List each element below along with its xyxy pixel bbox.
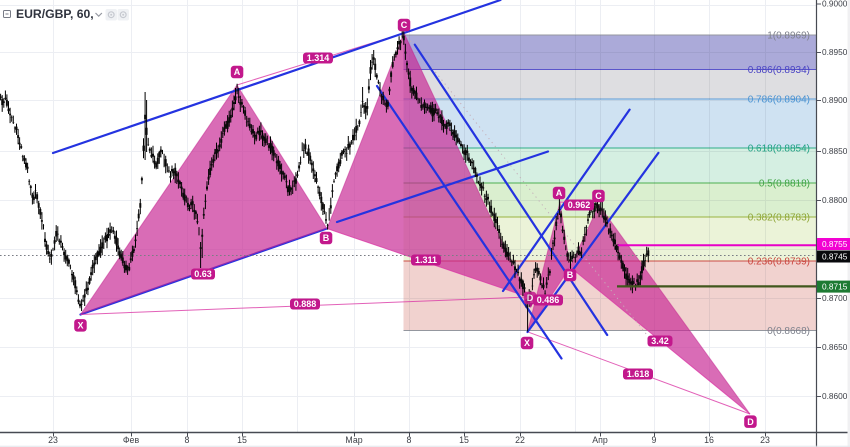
svg-text:EUR/GBP, 60,: EUR/GBP, 60, [16, 7, 94, 21]
svg-text:B: B [567, 270, 574, 280]
svg-text:0.888: 0.888 [294, 299, 317, 309]
svg-text:1.314: 1.314 [307, 53, 330, 63]
svg-text:C: C [401, 20, 408, 30]
svg-text:0.618(0.8854): 0.618(0.8854) [748, 144, 810, 155]
svg-text:8: 8 [407, 435, 412, 445]
svg-text:0.8650: 0.8650 [822, 342, 848, 352]
svg-text:23: 23 [760, 435, 770, 445]
svg-text:0.8715: 0.8715 [822, 282, 848, 292]
svg-text:15: 15 [459, 435, 469, 445]
svg-text:D: D [527, 293, 534, 303]
svg-text:0(0.8668): 0(0.8668) [767, 326, 810, 337]
svg-text:0.8755: 0.8755 [822, 239, 848, 249]
svg-text:3.42: 3.42 [651, 336, 669, 346]
svg-text:23: 23 [48, 435, 58, 445]
svg-text:0.8950: 0.8950 [822, 47, 848, 57]
svg-text:Апр: Апр [592, 435, 608, 445]
svg-text:0.962: 0.962 [568, 200, 591, 210]
svg-text:8: 8 [185, 435, 190, 445]
svg-text:0.8900: 0.8900 [822, 95, 848, 105]
svg-text:1(0.8969): 1(0.8969) [767, 31, 810, 42]
svg-text:0.486: 0.486 [537, 295, 560, 305]
svg-text:0.5(0.8818): 0.5(0.8818) [759, 179, 810, 190]
svg-text:15: 15 [237, 435, 247, 445]
svg-text:0.786(0.8904): 0.786(0.8904) [748, 95, 810, 106]
svg-text:0.382(0.8783): 0.382(0.8783) [748, 213, 810, 224]
svg-text:A: A [234, 67, 241, 77]
svg-text:Фев: Фев [123, 435, 140, 445]
svg-text:0.886(0.8934): 0.886(0.8934) [748, 65, 810, 76]
svg-text:1.618: 1.618 [627, 369, 650, 379]
svg-text:0.8850: 0.8850 [822, 146, 848, 156]
svg-text:22: 22 [515, 435, 525, 445]
svg-text:A: A [556, 188, 563, 198]
svg-text:C: C [595, 191, 602, 201]
svg-text:0.8745: 0.8745 [822, 252, 848, 262]
svg-text:0.8600: 0.8600 [822, 391, 848, 401]
svg-text:Мар: Мар [345, 435, 362, 445]
svg-text:0.63: 0.63 [194, 269, 212, 279]
svg-text:B: B [323, 233, 330, 243]
svg-text:0.8700: 0.8700 [822, 293, 848, 303]
svg-text:1.311: 1.311 [415, 255, 437, 265]
svg-text:0.236(0.8739): 0.236(0.8739) [748, 257, 810, 268]
svg-text:X: X [77, 321, 83, 331]
svg-text:0.8800: 0.8800 [822, 195, 848, 205]
svg-text:D: D [747, 417, 754, 427]
svg-text:X: X [524, 338, 530, 348]
svg-text:0.9000: 0.9000 [822, 0, 848, 9]
svg-text:16: 16 [704, 435, 714, 445]
svg-text:9: 9 [652, 435, 657, 445]
